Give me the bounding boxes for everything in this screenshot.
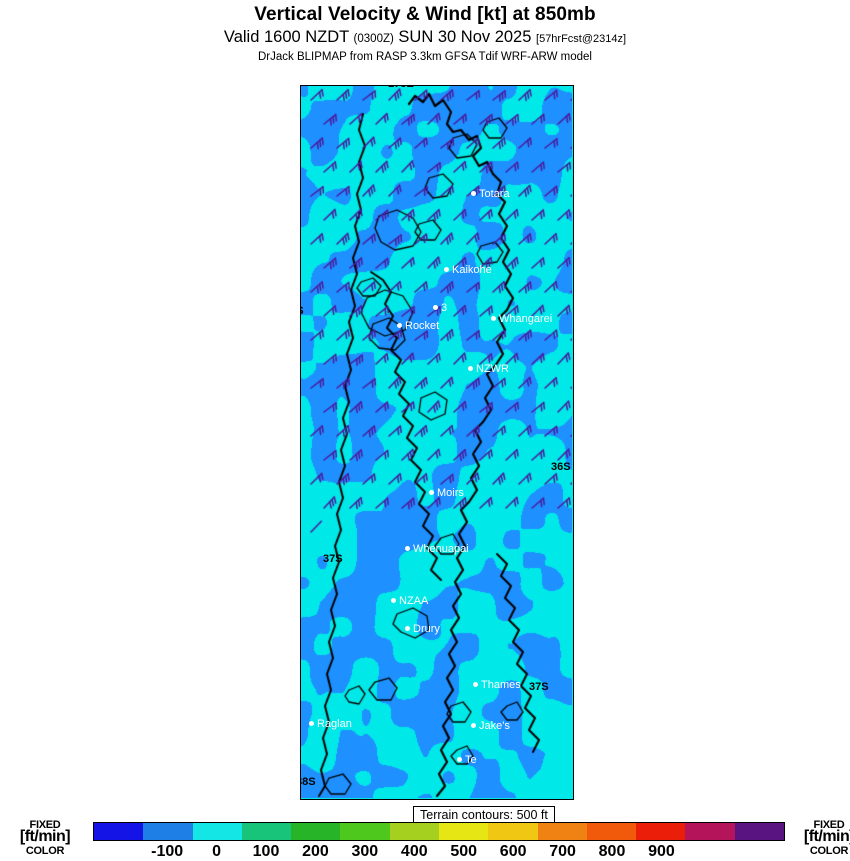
- city-label: Drury: [413, 623, 440, 635]
- city-marker: [491, 316, 496, 321]
- colorbar-tick: 200: [302, 843, 329, 860]
- city-label: Jake's: [479, 720, 510, 732]
- city-label: Te: [465, 754, 477, 766]
- colorbar-tick-labels: -100 0 100 200 300 400 500 600 700 800 900: [93, 843, 785, 861]
- colorbar-swatch: [636, 823, 686, 840]
- colorbar-tick: 500: [450, 843, 478, 860]
- colorbar-left-color: COLOR: [25, 845, 65, 857]
- colorbar-legend: FIXED [ft/min] COLOR -100 0 100 200 300 400 50…: [0, 819, 850, 861]
- valid-date: SUN 30 Nov 2025: [398, 28, 532, 46]
- graticule-label: 36S: [301, 305, 304, 317]
- city-marker: [471, 191, 476, 196]
- colorbar-tick: 700: [549, 843, 576, 860]
- valid-time-utc: (0300Z): [353, 33, 394, 45]
- city-label: Whangarei: [499, 313, 553, 325]
- graticule-label: 37S: [529, 681, 549, 693]
- city-label: NZWR: [476, 363, 509, 375]
- city-label: Thames: [481, 679, 521, 691]
- terrain-contour-note: Terrain contours: 500 ft: [413, 806, 555, 826]
- colorbar-swatch: [94, 823, 144, 840]
- valid-time-prefix: Valid 1600 NZDT: [223, 28, 349, 46]
- city-marker: [457, 757, 462, 762]
- colorbar-right-units: [ft/min]: [803, 828, 850, 845]
- colorbar-gradient: [93, 822, 785, 841]
- colorbar-tick: -100: [151, 843, 184, 860]
- colorbar-right-color: COLOR: [809, 845, 849, 857]
- colorbar-tick: 100: [252, 843, 280, 860]
- colorbar-tick: 800: [598, 843, 626, 860]
- city-label: Whenuapai: [413, 543, 469, 555]
- city-marker: [471, 723, 476, 728]
- graticule-label: 37S: [323, 553, 343, 565]
- city-marker: [405, 626, 410, 631]
- city-label: NZAA: [399, 595, 429, 607]
- city-marker: [468, 366, 473, 371]
- colorbar-left-units: [ft/min]: [19, 828, 71, 845]
- city-marker: [391, 598, 396, 603]
- colorbar-right-fixed: FIXED: [813, 819, 845, 831]
- city-label: Totara: [479, 188, 510, 200]
- forecast-map[interactable]: 173E35S36S36S37S37S38STotaraKaikohe3Rock…: [300, 85, 574, 800]
- colorbar-swatch: [438, 823, 489, 840]
- colorbar-tick: 900: [648, 843, 675, 860]
- city-marker: [444, 267, 449, 272]
- city-label: Raglan: [317, 718, 352, 730]
- colorbar-swatch: [685, 823, 735, 840]
- colorbar-swatch: [389, 823, 439, 840]
- colorbar-left-fixed: FIXED: [29, 819, 61, 831]
- page-title: Vertical Velocity & Wind [kt] at 850mb: [254, 4, 596, 25]
- forecast-tag: [57hrFcst@2314z]: [536, 33, 627, 45]
- city-marker: [397, 323, 402, 328]
- city-label: Rocket: [405, 320, 440, 332]
- colorbar-swatch: [537, 823, 587, 840]
- colorbar-swatch: [586, 823, 637, 840]
- city-label: Kaikohe: [452, 264, 492, 276]
- colorbar-tick: 400: [400, 843, 428, 860]
- header: Vertical Velocity & Wind [kt] at 850mb V…: [0, 0, 850, 65]
- city-label: 3: [441, 302, 448, 314]
- colorbar-swatch: [291, 823, 341, 840]
- colorbar-tick: 0: [212, 843, 222, 860]
- map-raster: [301, 86, 572, 798]
- city-marker: [429, 490, 434, 495]
- colorbar-tick: 300: [351, 843, 379, 860]
- graticule-label: 173E: [388, 86, 414, 90]
- graticule-label: 36S: [551, 461, 571, 473]
- city-label: Moirs: [437, 487, 464, 499]
- colorbar-swatch: [734, 823, 784, 840]
- model-source: DrJack BLIPMAP from RASP 3.3km GFSA Tdif…: [257, 51, 592, 63]
- city-marker: [473, 682, 478, 687]
- city-marker: [433, 305, 438, 310]
- colorbar-swatch: [241, 823, 292, 840]
- colorbar-left-label: FIXED [ft/min] COLOR: [2, 819, 88, 860]
- colorbar-swatch: [192, 823, 242, 840]
- colorbar-swatch: [340, 823, 390, 840]
- valid-time-line: Valid 1600 NZDT (0300Z) SUN 30 Nov 2025 …: [0, 27, 850, 49]
- colorbar-tick: 600: [499, 843, 527, 860]
- colorbar-swatch: [488, 823, 538, 840]
- city-marker: [405, 546, 410, 551]
- graticule-label: 38S: [301, 776, 316, 788]
- colorbar-right-label: FIXED [ft/min] COLOR: [786, 819, 850, 860]
- colorbar-swatch: [143, 823, 193, 840]
- city-marker: [309, 721, 314, 726]
